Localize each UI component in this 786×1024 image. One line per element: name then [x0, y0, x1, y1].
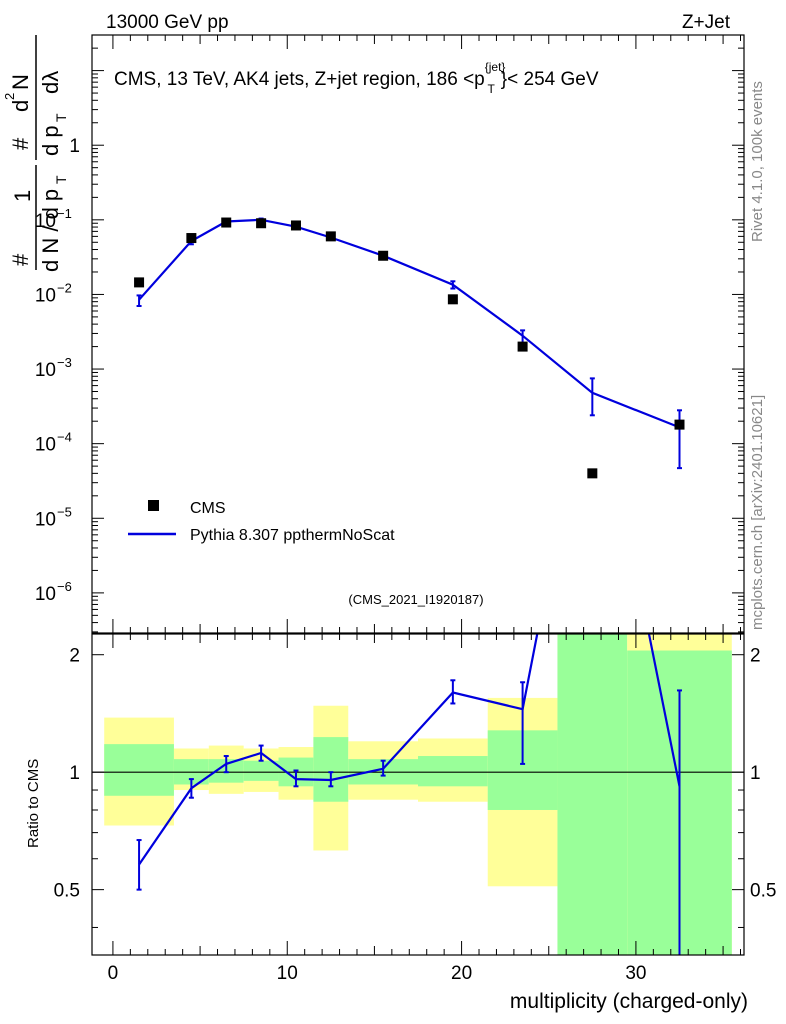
data-series-group [134, 217, 685, 479]
mc-series-group [136, 217, 682, 470]
cms-data-point [290, 220, 301, 231]
ylabel-sub-t1: T [53, 175, 69, 184]
ylabel-sup-2: 2 [2, 93, 17, 100]
y-tick-label: 10 [35, 211, 56, 232]
ylabel-hash-2: # [8, 137, 33, 150]
ratio-uncertainty-bands [92, 634, 744, 955]
y-tick-exponent: −4 [57, 430, 72, 445]
ylabel-sub-t2: T [53, 113, 69, 122]
x-axis-label: multiplicity (charged-only) [510, 990, 748, 1013]
legend-cms-label: CMS [190, 500, 226, 517]
y-tick-label: 10 [35, 584, 56, 605]
ratio-y-tick-label: 2 [69, 646, 80, 667]
chart-title: CMS, 13 TeV, AK4 jets, Z+jet region, 186… [114, 60, 599, 96]
x-tick-label: 10 [277, 963, 298, 984]
cms-data-point [221, 217, 232, 228]
legend-mc-label: Pythia 8.307 ppthermNoScat [190, 527, 395, 544]
y-axis-label: # 1 d N / d p T # d 2 N d p T dλ [2, 35, 69, 272]
ylabel-d: d [8, 100, 33, 112]
cms-data-point [134, 277, 145, 288]
ratio-inner-band [243, 760, 279, 781]
y-tick-exponent: −3 [57, 355, 72, 370]
y-tick-exponent: −6 [57, 579, 72, 594]
mc-line [138, 218, 680, 429]
title-subscript: T [487, 82, 495, 96]
ratio-inner-band [104, 744, 174, 796]
legend-cms-marker [148, 500, 159, 511]
y-tick-label: 10 [35, 285, 56, 306]
cms-data-point [325, 231, 336, 242]
cms-data-point [587, 468, 598, 479]
header-left-label: 13000 GeV pp [106, 12, 229, 33]
cms-data-point [517, 341, 528, 352]
ratio-y-axis-label: Ratio to CMS [25, 759, 42, 848]
ratio-mc-series-group [136, 634, 682, 955]
main-axes: 110−110−210−310−410−510−6 [35, 34, 745, 634]
title-superscript: {jet} [485, 60, 506, 74]
ylabel-one: 1 [10, 190, 35, 202]
y-tick-label: 10 [35, 360, 56, 381]
y-tick-label: 1 [69, 136, 80, 157]
x-tick-label: 20 [451, 963, 472, 984]
ylabel-n: N [8, 74, 33, 90]
y-tick-label: 10 [35, 435, 56, 456]
y-tick-label: 10 [35, 509, 56, 530]
header-right-label: Z+Jet [682, 12, 731, 33]
ratio-y-tick-label: 1 [69, 763, 80, 784]
ratio-y-tick-label: 0.5 [54, 881, 80, 902]
cms-data-point [186, 233, 197, 244]
cms-data-point [674, 419, 685, 430]
ylabel-dpt-2: d p [38, 125, 63, 156]
y-tick-exponent: −2 [57, 280, 72, 295]
y-tick-exponent: −5 [57, 504, 72, 519]
y-tick-exponent: −1 [57, 206, 72, 221]
ratio-y-tick-label-right: 1 [750, 763, 761, 784]
ylabel-dn-dpt: d N / d p [38, 189, 63, 272]
x-tick-label: 0 [108, 963, 119, 984]
main-frame [91, 34, 745, 634]
x-tick-label: 30 [625, 963, 646, 984]
ratio-frame [91, 633, 745, 956]
ratio-inner-band [418, 756, 488, 787]
title-end: }< 254 GeV [501, 69, 599, 90]
rivet-version-label: Rivet 4.1.0, 100k events [749, 81, 766, 242]
ratio-inner-band [313, 737, 349, 802]
ylabel-dlambda: dλ [38, 71, 63, 94]
cms-data-point [378, 250, 389, 261]
ratio-axes: 0.5 0.51 12 20 10 20 30 [54, 633, 776, 984]
ylabel-hash-1: # [8, 253, 33, 266]
ratio-y-tick-label-right: 0.5 [750, 881, 776, 902]
analysis-watermark: (CMS_2021_I1920187) [348, 592, 483, 607]
cms-data-point [447, 294, 458, 305]
mcplots-label: mcplots.cern.ch [arXiv:2401.10621] [749, 395, 766, 630]
cms-data-point [256, 218, 267, 229]
ratio-inner-band [557, 634, 628, 955]
ratio-y-tick-label-right: 2 [750, 646, 761, 667]
